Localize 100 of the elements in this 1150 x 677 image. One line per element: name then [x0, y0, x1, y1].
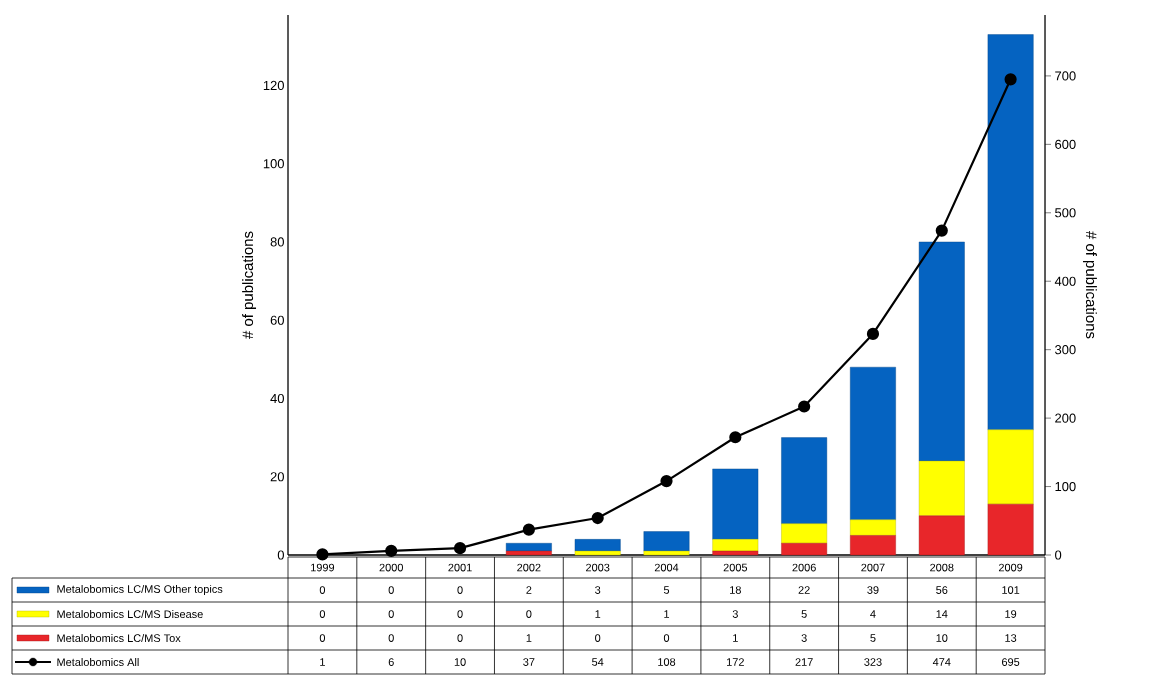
bar [781, 523, 828, 544]
data-label: 56 [936, 586, 948, 594]
data-label: 5 [801, 610, 807, 618]
data-label: 5 [870, 634, 876, 642]
data-label: 0 [319, 610, 326, 618]
point [866, 327, 880, 341]
legend-label: Metalobomics LC/MS Disease [57, 609, 203, 619]
x-tick-label: 2000 [379, 563, 403, 572]
x-tick-label: 2006 [792, 563, 816, 572]
y2-tick-label: 200 [1055, 413, 1076, 423]
bar [712, 468, 759, 540]
bar [850, 535, 896, 556]
y-tick-label: 120 [263, 80, 284, 91]
bar [781, 437, 828, 524]
x-tick-label: 2005 [723, 563, 748, 572]
data-label: 14 [936, 610, 948, 618]
y2-tick-label: 0 [1055, 550, 1062, 560]
bar [712, 550, 759, 556]
bar [850, 366, 896, 520]
bar [574, 550, 621, 556]
bar [712, 539, 759, 552]
data-label: 4 [870, 610, 876, 618]
x-tick-label: 2009 [998, 563, 1023, 572]
data-label: 6 [388, 658, 394, 666]
data-label: 19 [1005, 610, 1017, 618]
data-label: 0 [595, 634, 601, 642]
data-label: 3 [595, 586, 601, 594]
data-label: 13 [1005, 634, 1017, 642]
y-tick-label: 80 [270, 237, 284, 247]
x-tick-label: 2003 [586, 563, 610, 572]
data-label: 474 [932, 658, 951, 666]
y2-tick-label: 300 [1055, 345, 1076, 355]
legend-label: Metalobomics All [57, 657, 139, 667]
point [798, 400, 811, 413]
point [522, 523, 535, 536]
data-label: 18 [730, 586, 741, 594]
data-label: 0 [319, 634, 326, 642]
data-label: 5 [663, 586, 670, 594]
point [591, 511, 604, 525]
data-label: 108 [658, 658, 676, 666]
data-label: 0 [663, 634, 670, 642]
bar [781, 543, 828, 556]
y-tick-label: 100 [263, 159, 284, 169]
data-label: 3 [801, 634, 807, 642]
bar [643, 531, 690, 552]
point [453, 542, 467, 555]
x-tick-label: 2007 [861, 563, 885, 572]
data-label: 1 [595, 610, 601, 618]
data-label: 0 [457, 634, 463, 642]
data-label: 3 [732, 610, 738, 618]
data-label: 695 [1002, 658, 1020, 666]
y2-tick-label: 500 [1055, 208, 1076, 218]
y2-tick-label: 600 [1055, 139, 1076, 149]
data-label: 0 [457, 610, 463, 618]
y2-tick-label: 700 [1055, 71, 1076, 81]
point [729, 431, 742, 444]
x-tick-label: 2008 [930, 563, 954, 572]
data-label: 54 [592, 658, 604, 666]
bar [918, 241, 965, 462]
data-label: 10 [454, 658, 466, 666]
data-label: 1 [526, 634, 532, 642]
y-axis-title: # of publications [242, 231, 257, 339]
data-label: 0 [388, 586, 394, 594]
data-label: 10 [936, 634, 948, 642]
legend-label: Metalobomics LC/MS Tox [57, 633, 181, 643]
data-label: 1 [664, 610, 670, 618]
bar [574, 539, 621, 552]
data-label: 0 [319, 586, 326, 594]
data-label: 101 [1002, 586, 1020, 594]
data-label: 0 [388, 634, 394, 642]
x-tick-label: 1999 [311, 563, 335, 572]
data-label: 2 [526, 586, 532, 594]
bar [643, 550, 690, 556]
y2-tick-label: 400 [1054, 276, 1076, 286]
y-tick-label: 0 [277, 550, 284, 560]
data-label: 22 [798, 586, 810, 594]
x-tick-label: 2002 [517, 563, 541, 572]
y-tick-label: 40 [270, 393, 284, 404]
legend-label: Metalobomics LC/MS Other topics [57, 584, 223, 596]
bar [987, 34, 1034, 430]
data-label: 39 [867, 586, 879, 594]
data-label: 217 [795, 658, 813, 666]
data-label: 323 [864, 658, 882, 666]
y2-axis-title: # of publications [1082, 231, 1097, 339]
data-label: 1 [320, 658, 325, 666]
data-label: 37 [523, 658, 535, 666]
data-label: 0 [457, 586, 463, 594]
bar [505, 550, 552, 556]
bar [918, 515, 965, 556]
y-tick-label: 20 [270, 472, 284, 482]
bar [850, 519, 896, 536]
x-tick-label: 2001 [448, 563, 472, 572]
bar [918, 460, 965, 517]
y2-tick-label: 100 [1055, 481, 1076, 492]
data-label: 172 [727, 658, 744, 666]
point [935, 224, 948, 237]
point [660, 474, 673, 488]
data-label: 1 [733, 634, 738, 642]
x-tick-label: 2004 [654, 563, 679, 572]
data-label: 0 [526, 610, 532, 618]
